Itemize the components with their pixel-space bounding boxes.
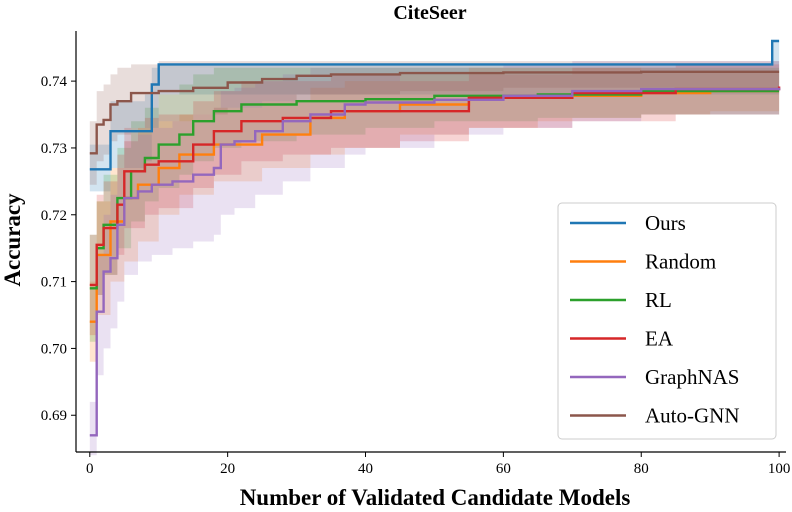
y-tick-label: 0.73 [41,141,67,157]
legend-label-random: Random [645,250,716,274]
legend-label-graphnas: GraphNAS [645,365,740,389]
x-tick-label: 0 [86,461,94,477]
y-tick-label: 0.74 [41,74,68,90]
legend-label-ea: EA [645,327,674,351]
x-tick-label: 20 [220,461,235,477]
line-graphnas [89,87,781,437]
x-tick-label: 100 [768,461,791,477]
y-axis-label: Accuracy [0,193,25,287]
x-tick-label: 60 [496,461,511,477]
series-lines [89,39,781,437]
y-tick-label: 0.72 [41,208,67,224]
line-auto-gnn [89,70,780,155]
y-tick-label: 0.70 [41,341,67,357]
line-ours [89,39,780,171]
legend: Ours Random RL EA GraphNAS Auto-GNN [557,202,777,440]
x-axis-ticks: 0 20 40 60 80 100 [86,452,790,477]
y-tick-label: 0.71 [41,275,67,291]
x-tick-label: 40 [358,461,373,477]
legend-label-rl: RL [645,288,672,312]
x-axis-label: Number of Validated Candidate Models [240,485,631,510]
x-tick-label: 80 [634,461,649,477]
y-tick-label: 0.69 [41,408,67,424]
band-graphnas [89,61,780,456]
band-auto-gnn [89,61,780,185]
y-axis-ticks: 0.69 0.70 0.71 0.72 0.73 0.74 [41,74,76,424]
legend-label-auto-gnn: Auto-GNN [645,404,740,428]
chart-title: CiteSeer [393,2,466,24]
legend-label-ours: Ours [645,211,686,235]
